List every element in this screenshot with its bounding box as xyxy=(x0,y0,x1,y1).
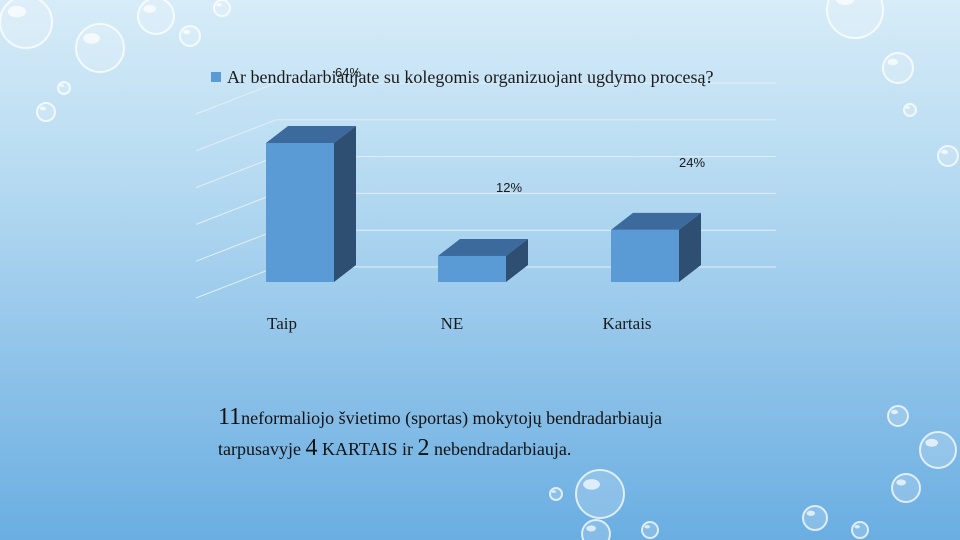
chart-bars xyxy=(266,126,701,282)
caption-line-2: tarpusavyje 4 KARTAIS ir 2 nebendradarbi… xyxy=(218,433,858,464)
water-drop xyxy=(179,25,201,47)
gridline-side xyxy=(195,192,277,225)
water-drop xyxy=(882,52,914,84)
bar-ne xyxy=(438,238,528,282)
legend-swatch xyxy=(211,72,221,82)
bar-top xyxy=(611,212,701,230)
bar-top xyxy=(266,126,356,143)
caption-text-1: neformaliojo švietimo (sportas) mokytojų… xyxy=(241,408,662,428)
data-label-taip: 64% xyxy=(335,65,361,80)
gridline-side xyxy=(195,82,277,115)
water-drop xyxy=(575,469,625,519)
bar-top xyxy=(438,238,528,256)
chart-labels: 64% Taip 12% NE 24% Kartais xyxy=(267,65,705,333)
caption-middle: KARTAIS ir xyxy=(317,439,418,459)
caption-suffix: nebendradarbiauja. xyxy=(429,439,572,459)
gridline-side xyxy=(195,156,277,189)
bar-front xyxy=(438,255,506,282)
caption-line-1: 11neformaliojo švietimo (sportas) mokyto… xyxy=(218,402,858,433)
water-drop xyxy=(887,405,909,427)
category-label-ne: NE xyxy=(441,314,464,333)
data-label-kartais: 24% xyxy=(679,155,705,170)
bar-front xyxy=(266,143,334,282)
water-drop xyxy=(57,81,71,95)
chart-legend: Ar bendradarbiaujate su kolegomis organi… xyxy=(211,62,714,92)
bar-taip xyxy=(266,126,356,282)
water-drop xyxy=(75,23,125,73)
caption-number-4: 4 xyxy=(305,435,318,461)
category-label-kartais: Kartais xyxy=(602,314,651,333)
bar-side xyxy=(334,126,356,282)
gridline-side xyxy=(195,229,277,262)
legend-label: Ar bendradarbiaujate su kolegomis organi… xyxy=(227,66,714,87)
water-drop xyxy=(919,431,957,469)
bar-side xyxy=(679,212,701,282)
bar-side xyxy=(506,238,528,282)
data-label-ne: 12% xyxy=(496,180,522,195)
caption-number-11: 11 xyxy=(218,404,242,430)
water-drop xyxy=(0,0,53,49)
bar-kartais xyxy=(611,212,701,282)
water-drop xyxy=(903,103,917,117)
water-drop xyxy=(802,505,828,531)
water-drop xyxy=(137,0,175,35)
water-drop xyxy=(549,487,563,501)
caption-prefix: tarpusavyje xyxy=(218,439,306,459)
caption-number-2: 2 xyxy=(417,435,430,461)
category-label-taip: Taip xyxy=(267,314,297,333)
water-drop xyxy=(937,145,959,167)
water-drop xyxy=(891,473,921,503)
water-drop xyxy=(213,0,231,17)
water-drop xyxy=(826,0,884,39)
water-drop xyxy=(581,519,611,540)
water-drop xyxy=(851,521,869,539)
water-drop xyxy=(36,102,56,122)
water-drop xyxy=(641,521,659,539)
gridline-side xyxy=(195,266,277,299)
bar-front xyxy=(611,229,679,282)
gridline-side xyxy=(195,119,277,152)
summary-caption: 11neformaliojo švietimo (sportas) mokyto… xyxy=(218,402,858,464)
